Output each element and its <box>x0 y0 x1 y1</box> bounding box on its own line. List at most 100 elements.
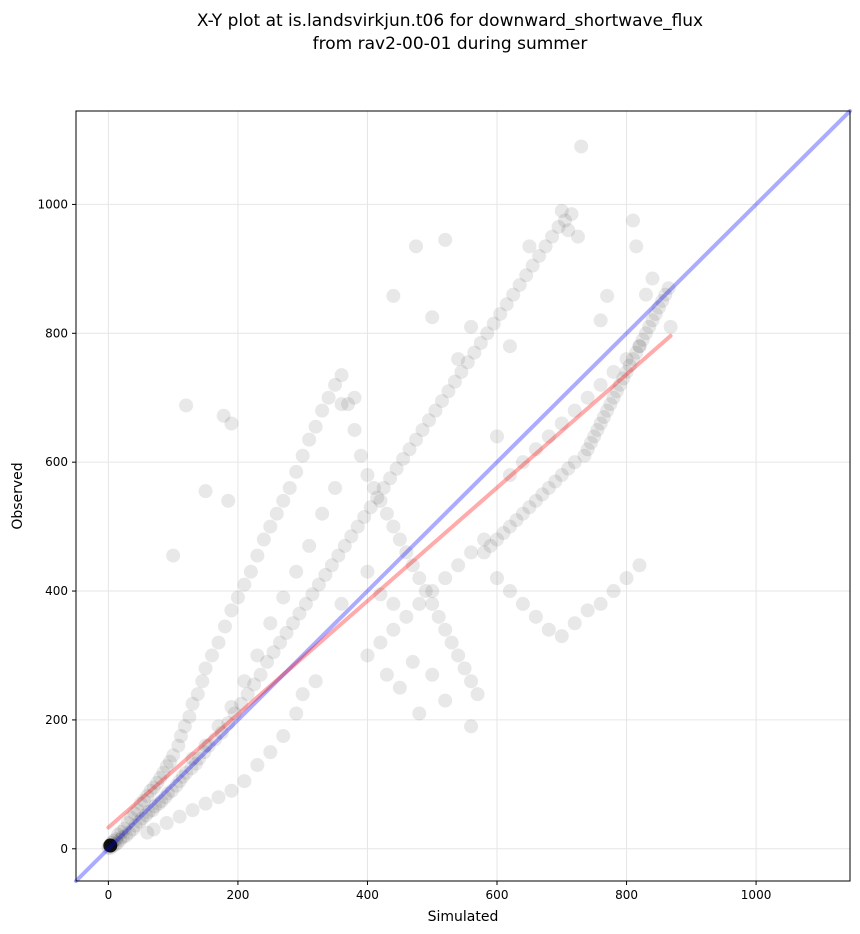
data-point <box>360 648 375 663</box>
data-points <box>101 139 678 856</box>
data-point <box>551 219 566 234</box>
data-point <box>528 609 543 624</box>
data-point <box>532 248 547 263</box>
data-point <box>344 529 359 544</box>
data-point <box>638 326 653 341</box>
data-point <box>412 571 427 586</box>
data-point <box>247 677 262 692</box>
data-point <box>128 818 143 833</box>
data-point <box>567 616 582 631</box>
y-tick-label: 0 <box>60 842 68 856</box>
data-point <box>383 471 398 486</box>
data-point <box>464 719 479 734</box>
data-point <box>467 345 482 360</box>
data-point <box>230 590 245 605</box>
data-point <box>606 390 621 405</box>
data-point <box>438 571 453 586</box>
data-point <box>515 455 530 470</box>
x-tick-label: 1000 <box>741 888 772 902</box>
data-point <box>389 461 404 476</box>
data-point <box>185 751 200 766</box>
data-point <box>188 756 203 771</box>
data-point <box>103 838 118 853</box>
data-point <box>502 468 517 483</box>
data-point <box>535 487 550 502</box>
data-point <box>444 635 459 650</box>
data-point <box>158 790 173 805</box>
data-point <box>596 410 611 425</box>
data-point <box>376 480 391 495</box>
data-point <box>221 716 236 731</box>
data-point <box>331 548 346 563</box>
data-point <box>185 803 200 818</box>
data-point <box>574 139 589 154</box>
data-point <box>580 603 595 618</box>
data-point <box>318 567 333 582</box>
data-point <box>350 519 365 534</box>
data-point <box>593 313 608 328</box>
data-point <box>480 326 495 341</box>
data-point <box>590 422 605 437</box>
chart-title-line-1: X-Y plot at is.landsvirkjun.t06 for down… <box>197 11 703 31</box>
data-point <box>211 719 226 734</box>
data-point <box>179 398 194 413</box>
y-tick-label: 200 <box>45 713 68 727</box>
data-point <box>308 419 323 434</box>
data-point <box>415 422 430 437</box>
data-point <box>198 484 213 499</box>
data-point <box>386 519 401 534</box>
data-point <box>655 294 670 309</box>
data-point <box>337 538 352 553</box>
data-point <box>224 603 239 618</box>
data-point <box>295 448 310 463</box>
data-point <box>347 390 362 405</box>
data-point <box>130 803 145 818</box>
data-point <box>392 680 407 695</box>
data-point <box>179 765 194 780</box>
data-point <box>156 765 171 780</box>
x-axis-ticks: 0 200 400 600 800 1000 <box>105 881 772 902</box>
data-point <box>279 625 294 640</box>
data-point <box>438 232 453 247</box>
data-point <box>305 587 320 602</box>
data-point <box>124 810 139 825</box>
data-point <box>263 519 278 534</box>
data-point <box>328 377 343 392</box>
data-point <box>616 371 631 386</box>
data-point <box>626 213 641 228</box>
data-point <box>328 480 343 495</box>
data-point <box>632 339 647 354</box>
data-point <box>237 774 252 789</box>
data-point <box>515 596 530 611</box>
data-point <box>370 490 385 505</box>
data-point <box>289 564 304 579</box>
data-point <box>315 506 330 521</box>
data-point <box>580 390 595 405</box>
data-point <box>545 229 560 244</box>
chart-title: X-Y plot at is.landsvirkjun.t06 for down… <box>197 11 703 54</box>
data-point <box>341 397 356 412</box>
data-point <box>315 403 330 418</box>
data-point <box>587 429 602 444</box>
data-point <box>425 584 440 599</box>
data-point <box>224 416 239 431</box>
data-point <box>538 239 553 254</box>
data-point <box>496 526 511 541</box>
data-point <box>162 754 177 769</box>
x-tick-label: 800 <box>615 888 638 902</box>
data-point <box>619 352 634 367</box>
y-tick-label: 800 <box>45 326 68 340</box>
data-point <box>392 532 407 547</box>
data-point <box>580 442 595 457</box>
data-point <box>211 790 226 805</box>
data-point <box>154 794 169 809</box>
data-point <box>198 796 213 811</box>
data-point <box>308 674 323 689</box>
data-point <box>567 403 582 418</box>
data-point <box>606 584 621 599</box>
data-point <box>499 297 514 312</box>
data-point <box>425 667 440 682</box>
data-point <box>629 239 644 254</box>
data-point <box>172 774 187 789</box>
